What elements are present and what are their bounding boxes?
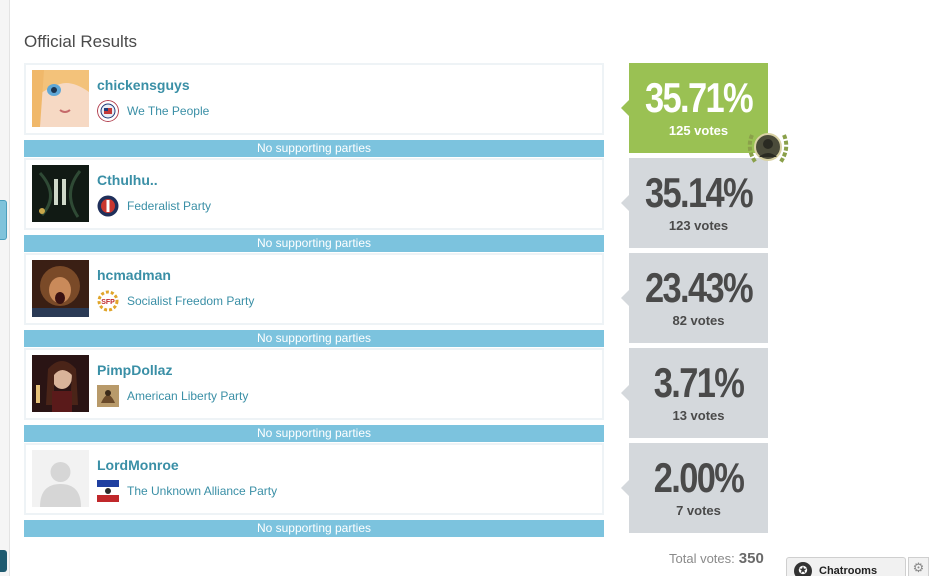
candidate-avatar[interactable]	[32, 450, 89, 507]
candidate-name[interactable]: hcmadman	[97, 267, 171, 283]
page-title: Official Results	[24, 32, 138, 51]
left-panel-tab-bottom[interactable]	[0, 550, 7, 572]
vote-count: 13 votes	[672, 408, 725, 423]
candidate-name[interactable]: Cthulhu..	[97, 172, 158, 188]
left-panel-tab[interactable]	[0, 200, 7, 240]
left-sidebar-edge	[0, 0, 10, 576]
vote-percentage: 2.00%	[653, 454, 745, 501]
party-logo-icon[interactable]: SFP	[97, 290, 119, 312]
supporting-parties-bar: No supporting parties	[24, 425, 604, 442]
supporting-parties-bar: No supporting parties	[24, 520, 604, 537]
winner-laurel-icon	[744, 127, 792, 169]
vote-percentage: 35.71%	[645, 74, 754, 121]
party-logo-icon[interactable]	[97, 195, 119, 217]
candidate-name[interactable]: chickensguys	[97, 77, 190, 93]
party-name[interactable]: Socialist Freedom Party	[127, 294, 255, 308]
vote-percentage: 35.14%	[645, 169, 754, 216]
candidate-avatar[interactable]	[32, 165, 89, 222]
candidate-avatar[interactable]	[32, 260, 89, 317]
party-name[interactable]: Federalist Party	[127, 199, 212, 213]
total-votes-label: Total votes:	[669, 551, 735, 566]
candidate-card: Cthulhu.. Federalist Party	[24, 158, 604, 230]
candidate-row: hcmadman SFP Socialist Freedom Party No …	[24, 253, 604, 347]
candidate-row: PimpDollaz American Liberty Party No sup…	[24, 348, 604, 442]
result-box: 3.71% 13 votes	[621, 348, 768, 438]
candidate-card: LordMonroe The Unknown Alliance Party	[24, 443, 604, 515]
result-box: 2.00% 7 votes	[621, 443, 768, 533]
candidate-avatar[interactable]	[32, 355, 89, 412]
party-name[interactable]: The Unknown Alliance Party	[127, 484, 278, 498]
chatrooms-tab[interactable]: ✪ Chatrooms	[786, 557, 906, 576]
supporting-parties-bar: No supporting parties	[24, 235, 604, 252]
vote-count: 82 votes	[672, 313, 725, 328]
vote-percentage: 23.43%	[645, 264, 754, 311]
candidate-row: LordMonroe The Unknown Alliance Party No…	[24, 443, 604, 537]
candidate-card: PimpDollaz American Liberty Party	[24, 348, 604, 420]
total-votes: Total votes: 350	[669, 550, 764, 567]
candidate-card: chickensguys We The People	[24, 63, 604, 135]
vote-count: 123 votes	[668, 218, 729, 233]
vote-count: 7 votes	[676, 503, 721, 518]
party-logo-icon[interactable]	[97, 100, 119, 122]
party-name[interactable]: We The People	[127, 104, 210, 118]
gear-icon[interactable]: ⚙	[908, 557, 929, 576]
result-box: 35.14% 123 votes	[621, 158, 768, 248]
svg-text:SFP: SFP	[101, 299, 115, 306]
candidate-row: chickensguys We The People No supporting…	[24, 63, 604, 157]
candidate-avatar[interactable]	[32, 70, 89, 127]
party-logo-icon[interactable]	[97, 385, 119, 407]
supporting-parties-bar: No supporting parties	[24, 330, 604, 347]
chat-bubble-icon: ✪	[794, 562, 812, 576]
candidate-row: Cthulhu.. Federalist Party No supporting…	[24, 158, 604, 252]
vote-count: 125 votes	[668, 123, 729, 138]
candidate-name[interactable]: LordMonroe	[97, 457, 179, 473]
party-logo-icon[interactable]	[97, 480, 119, 502]
chatrooms-label: Chatrooms	[819, 565, 878, 576]
total-votes-value: 350	[738, 550, 764, 567]
candidate-name[interactable]: PimpDollaz	[97, 362, 173, 378]
supporting-parties-bar: No supporting parties	[24, 140, 604, 157]
result-box-winner: 35.71% 125 votes	[621, 63, 768, 153]
party-name[interactable]: American Liberty Party	[127, 389, 249, 403]
candidate-card: hcmadman SFP Socialist Freedom Party	[24, 253, 604, 325]
result-box: 23.43% 82 votes	[621, 253, 768, 343]
vote-percentage: 3.71%	[653, 359, 745, 406]
